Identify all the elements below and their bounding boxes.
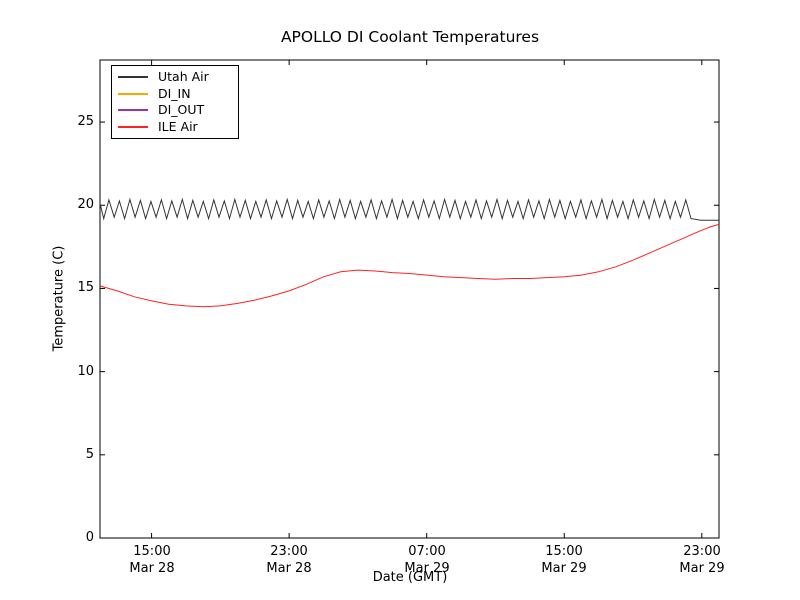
legend-label: DI_OUT xyxy=(158,102,205,118)
x-tick-label: 15:00 Mar 29 xyxy=(519,543,609,577)
x-tick-date: Mar 28 xyxy=(266,561,312,576)
legend-label: ILE Air xyxy=(158,118,198,134)
x-tick-label: 23:00 Mar 28 xyxy=(244,543,334,577)
di-out-line-swatch xyxy=(118,109,148,112)
x-tick-date: Mar 29 xyxy=(679,561,725,576)
x-axis-label: Date (GMT) xyxy=(372,570,448,585)
chart-title: APOLLO DI Coolant Temperatures xyxy=(280,28,540,46)
x-tick-date: Mar 28 xyxy=(129,561,175,576)
x-tick-label: 23:00 Mar 29 xyxy=(657,543,747,577)
legend-label: DI_IN xyxy=(158,85,191,101)
legend-item-di-in: DI_IN xyxy=(118,86,234,103)
legend: Utah Air DI_IN DI_OUT ILE Air xyxy=(111,65,239,139)
x-tick-time: 15:00 xyxy=(133,544,171,559)
di-in-line-swatch xyxy=(118,92,148,95)
ile-air-line-swatch xyxy=(118,125,148,128)
y-tick-label: 10 xyxy=(77,364,94,379)
x-tick-time: 07:00 xyxy=(408,544,446,559)
y-tick-label: 25 xyxy=(77,114,94,129)
x-tick-date: Mar 29 xyxy=(541,561,587,576)
legend-item-di-out: DI_OUT xyxy=(118,102,234,119)
utah-air-line-swatch xyxy=(118,76,148,79)
x-tick-label: 07:00 Mar 29 xyxy=(382,543,472,577)
x-tick-label: 15:00 Mar 28 xyxy=(107,543,197,577)
legend-label: Utah Air xyxy=(158,69,209,85)
y-tick-label: 5 xyxy=(85,447,94,462)
x-tick-time: 15:00 xyxy=(545,544,583,559)
x-tick-time: 23:00 xyxy=(683,544,721,559)
legend-item-ile-air: ILE Air xyxy=(118,119,234,136)
y-tick-label: 15 xyxy=(77,280,94,295)
x-tick-date: Mar 29 xyxy=(404,561,450,576)
y-tick-label: 20 xyxy=(77,197,94,212)
x-tick-time: 23:00 xyxy=(270,544,308,559)
y-tick-label: 0 xyxy=(85,530,94,545)
legend-item-utah-air: Utah Air xyxy=(118,69,234,86)
